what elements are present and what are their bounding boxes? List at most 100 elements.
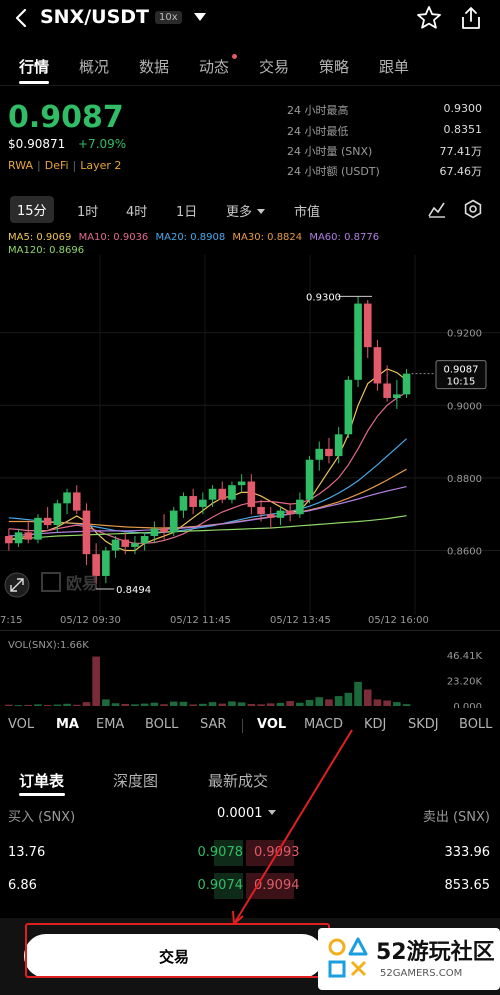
tab-strategy[interactable]: 策略: [319, 58, 350, 76]
volume-bar: [393, 702, 401, 706]
tab-trade[interactable]: 交易: [259, 58, 290, 76]
volume-bar: [334, 696, 343, 706]
ma10-line: [8, 391, 407, 544]
top-bar: SNX/USDT 10x: [0, 0, 500, 40]
active-tab-indicator: [19, 81, 49, 84]
volume-bar: [131, 704, 139, 706]
volume-bar: [5, 704, 13, 706]
volume-bar: [228, 701, 236, 706]
interval-15m[interactable]: 15分: [10, 196, 54, 223]
indicator-main-ema[interactable]: EMA: [96, 717, 125, 732]
indicator-sub-skdj[interactable]: SKDJ: [408, 717, 439, 732]
volume-bar: [276, 702, 285, 706]
tab-order-book[interactable]: 订单表: [19, 772, 65, 790]
volume-bar: [179, 701, 188, 706]
favorite-star-icon[interactable]: [416, 5, 442, 31]
back-arrow-icon[interactable]: [10, 6, 34, 30]
volume-bar: [257, 704, 265, 706]
bid-quantity: 13.76: [8, 845, 46, 860]
candle-body: [305, 459, 314, 500]
trade-button[interactable]: 交易: [24, 934, 324, 978]
ma120-line: [8, 515, 407, 541]
volume-chart[interactable]: VOL(SNX):1.66K 46.41K 23.20K 0.000: [0, 630, 500, 708]
pair-title[interactable]: SNX/USDT: [40, 6, 150, 28]
candle-body: [363, 303, 372, 348]
bid-header: 买入 (SNX): [8, 810, 76, 825]
volume-bar: [111, 703, 120, 706]
tag-rwa[interactable]: RWA: [8, 159, 33, 172]
candle-body: [383, 383, 391, 398]
last-price: 0.9087: [8, 100, 124, 135]
indicator-sub-macd[interactable]: MACD: [304, 717, 343, 732]
stat-volume-label: 24 小时量 (SNX): [287, 145, 373, 158]
indicator-settings-icon[interactable]: [427, 199, 447, 219]
interval-1h[interactable]: 1时: [77, 205, 99, 220]
candle-body: [82, 510, 91, 555]
tab-data[interactable]: 数据: [139, 58, 170, 76]
candle-body: [315, 448, 324, 460]
leverage-badge: 10x: [155, 11, 182, 24]
candle-body: [334, 434, 343, 457]
interval-4h[interactable]: 4时: [126, 205, 148, 220]
ma10-value: MA10: 0.9036: [78, 232, 149, 243]
candlestick-chart[interactable]: 0.9200 0.9000 0.8800 0.8600 7:15 05/12 09:30…: [0, 255, 500, 630]
indicator-main-sar[interactable]: SAR: [200, 717, 227, 732]
tag-defi[interactable]: DeFi: [44, 159, 69, 172]
pair-dropdown-icon[interactable]: [193, 11, 207, 23]
candle-body: [14, 532, 23, 544]
candle-body: [150, 528, 159, 536]
indicator-main-boll[interactable]: BOLL: [145, 717, 179, 732]
indicator-sub-vol[interactable]: VOL: [257, 717, 287, 732]
bid-price: 0.9078: [197, 845, 244, 860]
volume-bar: [169, 701, 178, 706]
chart-settings-gear-icon[interactable]: [463, 199, 483, 219]
orderbook-tabs: 订单表 深度图 最新成交: [0, 760, 500, 796]
tab-news[interactable]: 动态: [199, 58, 230, 76]
volume-bar: [286, 701, 294, 706]
interval-market-cap[interactable]: 市值: [294, 205, 321, 220]
candle-body: [286, 510, 294, 515]
tag-layer2[interactable]: Layer 2: [80, 159, 122, 172]
interval-more[interactable]: 更多: [226, 201, 266, 220]
interval-1d[interactable]: 1日: [176, 205, 198, 220]
gamepad-logo-icon: [328, 937, 368, 978]
volume-bar: [199, 703, 207, 706]
y-tick-label: 0.8600: [447, 547, 482, 558]
y-tick-label: 0.9200: [447, 329, 482, 340]
tab-depth-chart[interactable]: 深度图: [113, 772, 159, 790]
watermark-subtitle: 52GAMERS.COM: [380, 968, 463, 979]
indicator-sub-kdj[interactable]: KDJ: [364, 717, 387, 732]
candle-body: [296, 499, 304, 515]
candle-body: [257, 506, 265, 515]
candle-body: [228, 485, 236, 500]
share-icon[interactable]: [458, 5, 484, 31]
orderbook-row[interactable]: 13.76 0.9078 0.9093 333.96: [0, 840, 500, 866]
candle-body: [344, 379, 353, 435]
fiat-price: $0.90871: [8, 137, 66, 151]
candle-countdown-label: 10:15: [447, 377, 476, 388]
volume-label: VOL(SNX):1.66K: [8, 640, 89, 651]
price-step-select[interactable]: 0.0001: [217, 806, 277, 821]
site-watermark: 52游玩社区 52GAMERS.COM: [318, 928, 500, 990]
volume-bar: [140, 703, 149, 706]
expand-arrow-icon: [10, 578, 24, 592]
tab-latest-trades[interactable]: 最新成交: [208, 772, 269, 790]
tab-overview[interactable]: 概况: [79, 58, 110, 76]
candle-body: [121, 539, 130, 547]
volume-bar: [121, 704, 130, 706]
current-price-box: [435, 360, 487, 390]
highlight-box: [25, 923, 330, 978]
x-tick-label: 05/12 11:45: [170, 615, 231, 626]
indicator-sub-boll[interactable]: BOLL: [459, 717, 493, 732]
volume-tick-label: 23.20K: [447, 677, 483, 688]
indicator-main-ma[interactable]: MA: [56, 717, 79, 732]
tab-market[interactable]: 行情: [19, 58, 50, 76]
ma60-value: MA60: 0.8776: [309, 232, 380, 243]
chart-watermark-text: 欧易: [66, 574, 98, 593]
price-change: +7.09%: [78, 137, 127, 151]
volume-bar: [344, 692, 353, 706]
orderbook-row[interactable]: 6.86 0.9074 0.9094 853.65: [0, 873, 500, 899]
volume-bar: [160, 704, 168, 706]
tab-copy-trading[interactable]: 跟单: [379, 58, 410, 76]
indicator-main-vol[interactable]: VOL: [8, 717, 35, 732]
